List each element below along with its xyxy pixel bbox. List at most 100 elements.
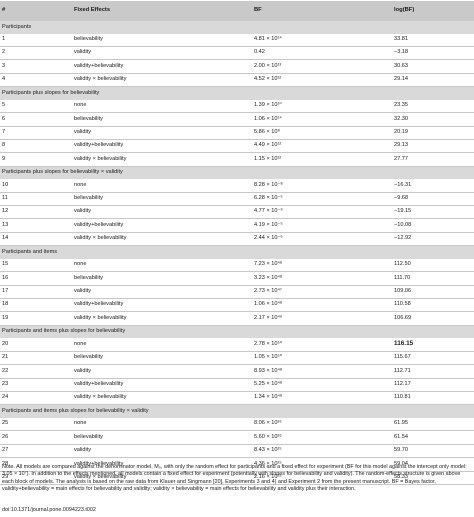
row-fixed-effects: validity × believability	[72, 232, 252, 247]
row-log-bf: 58.33	[390, 471, 474, 485]
row-fixed-effects: none	[72, 338, 252, 352]
table-row: 23 validity+believability 5.25 × 10⁴⁸ 112.1…	[0, 378, 474, 392]
row-log-bf: 20.19	[390, 126, 474, 140]
row-number: 6	[0, 112, 72, 127]
row-bf: 2.17 × 10⁴⁶	[252, 311, 390, 326]
row-bf: 2.73 × 10⁴⁷	[252, 285, 390, 300]
doi-link[interactable]: doi:10.1371/journal.pone.0094223.t002	[2, 507, 96, 513]
row-number: 5	[0, 99, 72, 114]
row-log-bf: 29.13	[390, 139, 474, 154]
table-row: 2 validity 0.42 −3.18	[0, 46, 474, 61]
table-row: 13 validity+believability 4.19 × 10⁻⁵ −10.0…	[0, 218, 474, 233]
row-log-bf: 33.81	[390, 33, 474, 47]
row-fixed-effects: validity × believability	[72, 152, 252, 167]
table-row: 15 none 7.23 × 10⁴⁸ 112.50	[0, 258, 474, 273]
row-log-bf: −16.31	[390, 179, 474, 193]
row-bf: 1.15 × 10¹²	[252, 152, 390, 167]
row-fixed-effects: validity × believability	[72, 311, 252, 326]
row-log-bf: −12.92	[390, 232, 474, 247]
row-log-bf: 106.69	[390, 311, 474, 326]
row-number: 19	[0, 311, 72, 326]
table-row: 6 believability 1.06 × 10¹⁴ 32.30	[0, 112, 474, 127]
row-number: 13	[0, 218, 72, 233]
header-fixed-effects: Fixed Effects	[72, 1, 252, 21]
row-bf: 1.06 × 10¹⁴	[252, 112, 390, 127]
row-log-bf: 110.81	[390, 391, 474, 406]
table-row: 29 validity × believability 2.16 × 10²⁵ 58.…	[0, 471, 474, 485]
row-fixed-effects: none	[72, 417, 252, 432]
row-fixed-effects: validity	[72, 444, 252, 459]
row-fixed-effects: none	[72, 258, 252, 273]
row-fixed-effects: validity+believability	[72, 457, 252, 472]
row-log-bf: 27.77	[390, 152, 474, 167]
row-number: 22	[0, 364, 72, 379]
table-row: 5 none 1.39 × 10¹⁰ 23.35	[0, 99, 474, 114]
row-bf: 7.23 × 10⁴⁸	[252, 258, 390, 273]
row-log-bf: 109.06	[390, 285, 474, 300]
row-fixed-effects: believability	[72, 112, 252, 127]
table-row: 1 believability 4.81 × 10¹⁴ 33.81	[0, 33, 474, 47]
row-fixed-effects: validity+believability	[72, 378, 252, 392]
row-fixed-effects: validity × believability	[72, 471, 252, 485]
table-row: 7 validity 5.86 × 10⁸ 20.19	[0, 126, 474, 140]
row-log-bf: −9.68	[390, 192, 474, 207]
row-fixed-effects: validity+believability	[72, 218, 252, 233]
row-bf: 5.86 × 10⁸	[252, 126, 390, 140]
header-number: #	[0, 1, 72, 21]
row-bf: 8.43 × 10²⁵	[252, 444, 390, 459]
table-row: 10 none 8.28 × 10⁻⁸ −16.31	[0, 179, 474, 193]
section-header-row: Participants plus slopes for believabili…	[0, 166, 474, 180]
row-log-bf: 59.70	[390, 444, 474, 459]
table-row: 22 validity 8.93 × 10⁴⁸ 112.71	[0, 364, 474, 379]
row-number: 1	[0, 33, 72, 47]
row-fixed-effects: validity	[72, 46, 252, 61]
row-number: 10	[0, 179, 72, 193]
row-fixed-effects: validity × believability	[72, 391, 252, 406]
row-bf: 4.81 × 10¹⁴	[252, 33, 390, 47]
section-title: Participants and items plus slopes for b…	[0, 404, 474, 418]
row-log-bf: 115.67	[390, 351, 474, 366]
row-bf: 6.28 × 10⁻⁵	[252, 192, 390, 207]
table-row: 25 none 8.06 × 10²⁶ 61.95	[0, 417, 474, 432]
row-bf: 4.19 × 10⁻⁵	[252, 218, 390, 233]
row-bf: 4.77 × 10⁻⁹	[252, 205, 390, 220]
row-bf: 1.06 × 10⁴⁸	[252, 298, 390, 313]
row-log-bf: 61.95	[390, 417, 474, 432]
table-row: 9 validity × believability 1.15 × 10¹² 27.7…	[0, 152, 474, 167]
table-row: 21 believability 1.05 × 10⁵⁰ 115.67	[0, 351, 474, 366]
table-body: Participants 1 believability 4.81 × 10¹⁴ 33.…	[0, 21, 474, 485]
row-number: 20	[0, 338, 72, 352]
row-log-bf: 30.63	[390, 59, 474, 74]
table-row: 26 believability 5.60 × 10²⁶ 61.54	[0, 430, 474, 445]
row-number: 16	[0, 271, 72, 286]
row-bf: 1.34 × 10⁴⁸	[252, 391, 390, 406]
row-log-bf: 29.14	[390, 73, 474, 88]
row-number: 2	[0, 46, 72, 61]
row-log-bf: 61.54	[390, 430, 474, 445]
row-fixed-effects: validity+believability	[72, 59, 252, 74]
row-bf: 5.25 × 10⁴⁸	[252, 378, 390, 392]
row-bf: 2.44 × 10⁻⁶	[252, 232, 390, 247]
table-row: 27 validity 8.43 × 10²⁵ 59.70	[0, 444, 474, 459]
row-bf: 8.93 × 10⁴⁸	[252, 364, 390, 379]
row-log-bf: 112.71	[390, 364, 474, 379]
section-header-row: Participants	[0, 21, 474, 34]
row-log-bf: 116.15	[390, 338, 474, 352]
row-bf: 4.52 × 10¹²	[252, 73, 390, 88]
row-number: 3	[0, 59, 72, 74]
row-number: 27	[0, 444, 72, 459]
row-bf: 0.42	[252, 46, 390, 61]
section-header-row: Participants and items plus slopes for b…	[0, 404, 474, 418]
row-fixed-effects: believability	[72, 271, 252, 286]
row-fixed-effects: validity+believability	[72, 298, 252, 313]
row-log-bf: 110.58	[390, 298, 474, 313]
row-number: 28	[0, 457, 72, 472]
section-header-row: Participants and items	[0, 245, 474, 259]
section-title: Participants and items	[0, 245, 474, 259]
row-log-bf: 59.04	[390, 457, 474, 472]
row-fixed-effects: none	[72, 99, 252, 114]
row-number: 4	[0, 73, 72, 88]
row-number: 18	[0, 298, 72, 313]
row-number: 17	[0, 285, 72, 300]
